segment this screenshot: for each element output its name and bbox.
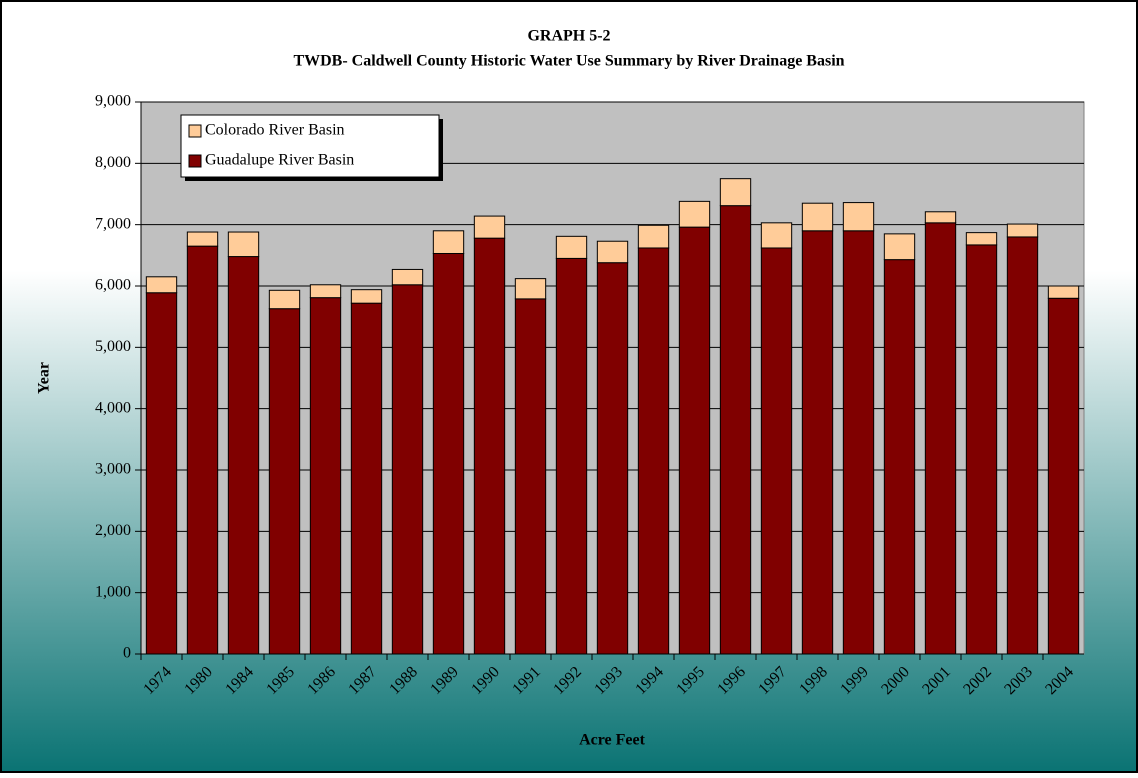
bar-segment: [227, 256, 260, 655]
legend-swatch: [188, 124, 202, 138]
bar-segment: [719, 205, 752, 655]
chart-title: GRAPH 5-2: [527, 28, 610, 45]
bar-segment: [268, 308, 301, 655]
bar-segment: [473, 215, 506, 239]
bar-segment: [350, 302, 383, 655]
bar-segment: [637, 224, 670, 249]
bar-segment: [801, 202, 834, 232]
y-tick-label: 8,000: [95, 154, 131, 171]
bar-segment: [391, 284, 424, 655]
bar-segment: [555, 235, 588, 259]
y-tick-label: 9,000: [95, 93, 131, 110]
bar-segment: [678, 226, 711, 655]
bar-segment: [678, 200, 711, 228]
bar-segment: [637, 247, 670, 655]
chart-subtitle: TWDB- Caldwell County Historic Water Use…: [293, 53, 844, 70]
bar-segment: [432, 230, 465, 254]
bar-segment: [432, 252, 465, 655]
bar-segment: [1047, 285, 1080, 299]
bar-segment: [227, 231, 260, 258]
legend-label: Guadalupe River Basin: [205, 152, 354, 169]
bar-segment: [842, 202, 875, 232]
legend-label: Colorado River Basin: [205, 122, 345, 139]
bar-segment: [965, 232, 998, 246]
y-tick-label: 1,000: [95, 583, 131, 600]
legend-swatch: [188, 154, 202, 168]
bar-segment: [760, 222, 793, 249]
y-axis-title: Year: [36, 362, 53, 394]
bar-segment: [186, 231, 219, 247]
bar-segment: [555, 257, 588, 655]
bar-segment: [842, 230, 875, 655]
y-tick-label: 6,000: [95, 277, 131, 294]
bar-segment: [1006, 223, 1039, 238]
bar-segment: [924, 222, 957, 655]
y-tick-label: 7,000: [95, 215, 131, 232]
y-tick-label: 0: [123, 645, 131, 662]
bar-segment: [268, 289, 301, 310]
bar-segment: [350, 289, 383, 304]
bar-segment: [309, 284, 342, 299]
bar-segment: [801, 230, 834, 655]
y-tick-label: 2,000: [95, 522, 131, 539]
bar-segment: [596, 240, 629, 264]
bar-segment: [965, 244, 998, 655]
legend: [180, 114, 440, 178]
bar-segment: [1047, 297, 1080, 655]
y-tick-label: 5,000: [95, 338, 131, 355]
bar-segment: [596, 262, 629, 655]
bar-segment: [309, 297, 342, 655]
y-tick-label: 4,000: [95, 399, 131, 416]
bar-segment: [145, 276, 178, 294]
y-tick-label: 3,000: [95, 461, 131, 478]
bar-segment: [883, 259, 916, 655]
bar-segment: [391, 268, 424, 286]
bar-segment: [145, 292, 178, 655]
bar-segment: [473, 237, 506, 655]
bar-segment: [186, 245, 219, 655]
bar-segment: [719, 178, 752, 207]
x-axis-title: Acre Feet: [579, 732, 646, 749]
bar-segment: [1006, 236, 1039, 655]
bar-segment: [924, 211, 957, 224]
bar-segment: [514, 278, 547, 300]
bar-segment: [760, 247, 793, 655]
bar-segment: [883, 233, 916, 261]
bar-segment: [514, 298, 547, 655]
